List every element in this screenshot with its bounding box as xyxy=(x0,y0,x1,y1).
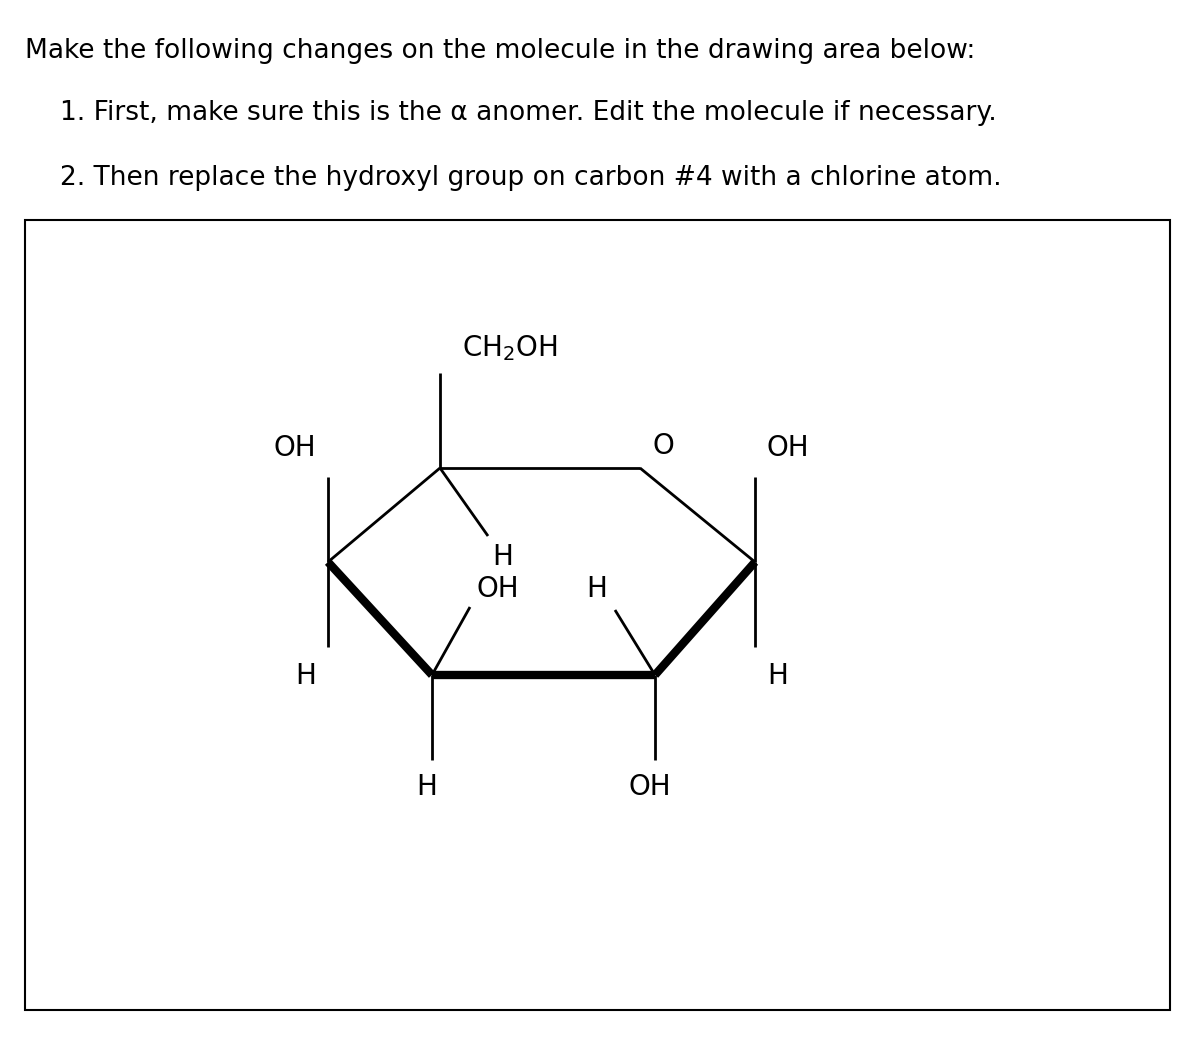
Text: O: O xyxy=(652,432,673,460)
Text: OH: OH xyxy=(767,434,810,462)
Text: OH: OH xyxy=(274,434,316,462)
Text: H: H xyxy=(416,773,438,801)
Text: H: H xyxy=(295,662,316,690)
Text: H: H xyxy=(586,575,607,603)
Text: 2. Then replace the hydroxyl group on carbon #4 with a chlorine atom.: 2. Then replace the hydroxyl group on ca… xyxy=(60,165,1002,191)
Text: H: H xyxy=(492,543,512,571)
Text: Make the following changes on the molecule in the drawing area below:: Make the following changes on the molecu… xyxy=(25,38,976,64)
Text: OH: OH xyxy=(629,773,671,801)
Bar xyxy=(25,220,1170,1010)
Text: OH: OH xyxy=(476,575,518,603)
Text: 1. First, make sure this is the α anomer. Edit the molecule if necessary.: 1. First, make sure this is the α anomer… xyxy=(60,100,997,126)
Text: CH$_2$OH: CH$_2$OH xyxy=(462,333,558,363)
Text: H: H xyxy=(767,662,788,690)
